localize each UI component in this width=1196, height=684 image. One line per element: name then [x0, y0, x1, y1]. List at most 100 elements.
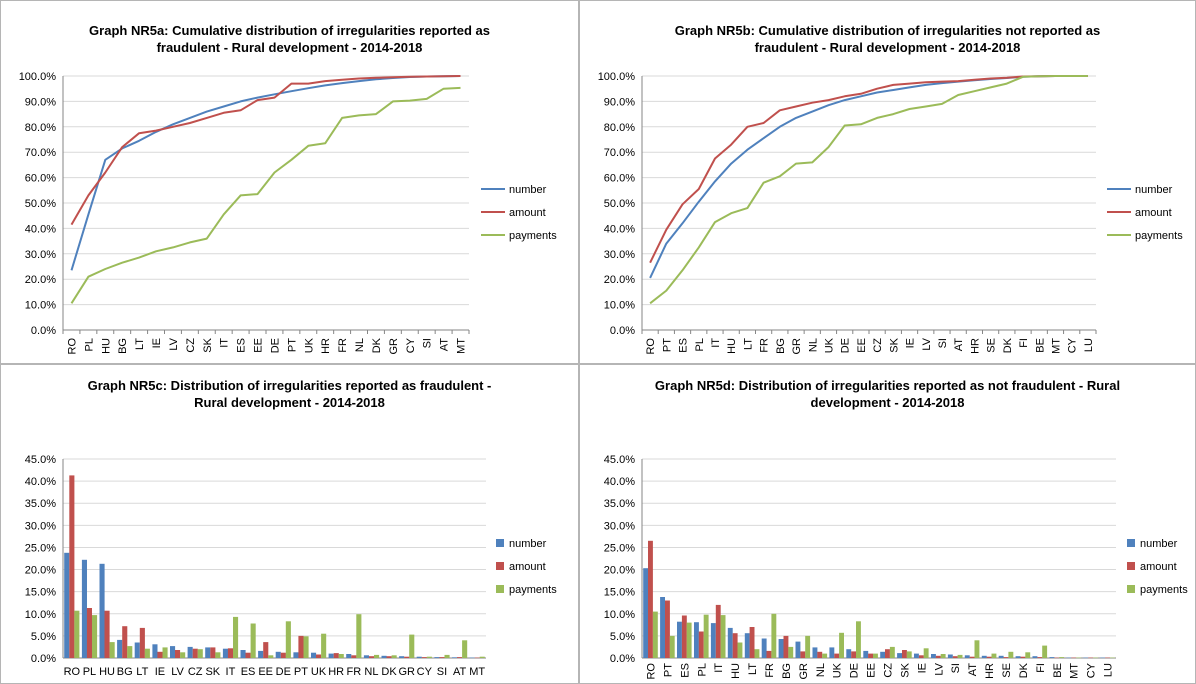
legend-label: number [509, 538, 547, 550]
bar-number [328, 653, 334, 658]
bar-payments [409, 634, 415, 658]
x-tick-label: CZ [188, 666, 203, 678]
bar-payments [479, 656, 485, 658]
bar-number [643, 568, 649, 658]
x-tick-label: SK [205, 666, 220, 678]
bar-payments [771, 613, 777, 658]
chart-nr5c: 0.0% 5.0% 10.0% 15.0% 20.0% 25.0% 30.0% 35.0% 40… [25, 454, 557, 678]
x-tick-label: GR [791, 338, 803, 355]
bar-amount [263, 642, 269, 658]
x-tick-label: GR [388, 338, 400, 355]
bar-payments [162, 647, 168, 658]
legend-label: payments [509, 584, 557, 596]
bar-payments [197, 649, 203, 658]
legend-label: payments [509, 230, 557, 242]
x-tick-label: MT [1069, 663, 1081, 679]
chart-title-line-2: Rural development - 2014-2018 [194, 395, 385, 410]
bar-amount [698, 631, 704, 658]
bar-number [710, 623, 716, 658]
x-tick-label: LV [921, 337, 933, 350]
y-tick-label: 70.0% [604, 147, 635, 159]
x-tick-label: BG [117, 338, 129, 354]
y-tick-label: 35.0% [604, 498, 635, 510]
legend-swatch-number [1127, 539, 1135, 547]
bar-amount [902, 650, 907, 658]
x-tick-label: MT [1050, 338, 1062, 354]
bar-number [677, 621, 682, 658]
bar-amount [817, 651, 823, 658]
x-tick-label: HU [726, 338, 738, 354]
x-tick-label: AT [439, 338, 451, 352]
bar-amount [421, 657, 427, 658]
series-line-number [649, 75, 1088, 279]
x-tick-label: DE [269, 338, 281, 353]
x-tick-label: IT [710, 338, 722, 348]
chart-title-nr5d: Graph NR5d: Distribution of irregulariti… [580, 377, 1195, 411]
x-tick-label: UK [832, 662, 844, 678]
bar-payments [109, 642, 115, 658]
x-tick-label: FI [1035, 663, 1047, 673]
bar-number [434, 657, 440, 658]
y-tick-label: 20.0% [604, 565, 635, 577]
legend-label: number [509, 184, 547, 196]
bar-number [931, 654, 936, 658]
y-tick-label: 60.0% [25, 173, 56, 185]
bar-payments [957, 654, 963, 658]
bar-payments [127, 646, 133, 658]
bar-number [152, 644, 158, 658]
x-tick-label: GR [398, 666, 415, 678]
series-line-number [70, 75, 461, 271]
x-tick-label: SI [422, 338, 434, 348]
bar-payments [268, 655, 274, 658]
legend-swatch-payments [1127, 585, 1135, 593]
x-tick-label: UK [823, 337, 835, 353]
bar-payments [285, 621, 291, 658]
x-tick-label: CZ [185, 338, 197, 353]
bar-number [914, 653, 919, 658]
legend-label: payments [1135, 230, 1183, 242]
bar-amount [952, 656, 958, 658]
bar-amount [885, 649, 890, 658]
x-tick-label: RO [645, 663, 657, 680]
x-tick-label: PL [696, 663, 708, 676]
bar-number [795, 641, 801, 658]
bar-payments [737, 642, 743, 658]
bar-amount [1105, 657, 1110, 659]
bar-payments [805, 635, 811, 658]
bar-payments [338, 654, 344, 658]
bar-number [170, 646, 176, 658]
chart-title-line-1: Graph NR5a: Cumulative distribution of i… [89, 23, 490, 38]
bar-payments [92, 615, 98, 658]
bar-number [222, 648, 228, 658]
legend-swatch-number [496, 539, 504, 547]
y-tick-label: 25.0% [604, 542, 635, 554]
bar-amount [935, 655, 941, 658]
y-tick-label: 30.0% [25, 249, 56, 261]
legend-label: number [1135, 184, 1173, 196]
bar-number [363, 655, 369, 658]
x-tick-label: ES [679, 663, 691, 678]
bar-amount [69, 475, 75, 658]
bar-amount [139, 627, 145, 658]
x-tick-label: AT [953, 338, 965, 352]
y-tick-label: 60.0% [604, 173, 635, 185]
chart-panel-nr5b: Graph NR5b: Cumulative distribution of i… [579, 0, 1196, 364]
x-tick-label: SE [1001, 663, 1013, 678]
y-tick-label: 90.0% [604, 96, 635, 108]
x-tick-label: PT [661, 338, 673, 352]
x-tick-label: HU [730, 663, 742, 679]
x-tick-label: SK [202, 337, 214, 352]
y-tick-label: 20.0% [25, 274, 56, 286]
bar-payments [1076, 657, 1081, 659]
y-tick-label: 10.0% [604, 609, 635, 621]
x-tick-label: EE [258, 666, 273, 678]
x-tick-label: NL [807, 338, 819, 352]
bar-payments [906, 651, 912, 658]
y-tick-label: 0.0% [610, 325, 635, 337]
bar-payments [462, 640, 468, 658]
y-tick-label: 45.0% [25, 454, 56, 466]
bar-number [134, 642, 140, 658]
series-line-amount [649, 75, 1088, 264]
bar-amount [351, 655, 357, 658]
x-tick-label: LT [747, 663, 759, 675]
